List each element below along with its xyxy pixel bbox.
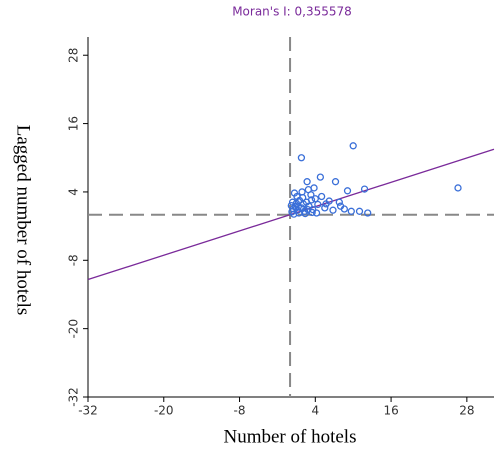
scatter-point bbox=[343, 187, 352, 195]
y-tick-label: -32 bbox=[67, 387, 81, 407]
x-tick-label: 16 bbox=[383, 404, 398, 418]
x-tick-label: -32 bbox=[78, 404, 98, 418]
scatter-point bbox=[349, 142, 357, 150]
scatter-point bbox=[336, 202, 345, 210]
scatter-point bbox=[288, 198, 297, 206]
scatter-point bbox=[311, 195, 319, 203]
x-tick-label: -20 bbox=[154, 404, 174, 418]
scatter-point bbox=[299, 200, 307, 208]
y-tick-label: 16 bbox=[67, 116, 81, 131]
scatter-point bbox=[454, 184, 462, 192]
scatter-point bbox=[316, 173, 325, 181]
chart-title: Moran's I: 0,355578 bbox=[232, 5, 352, 19]
scatter-point bbox=[347, 207, 355, 215]
scatter-point bbox=[304, 205, 312, 214]
y-tick-label: 28 bbox=[67, 48, 81, 63]
scatter-point bbox=[325, 197, 333, 205]
scatter-point bbox=[364, 209, 372, 217]
scatter-point bbox=[329, 206, 337, 214]
y-axis-title: Lagged number of hotels bbox=[13, 125, 34, 315]
scatter-point bbox=[314, 200, 322, 209]
x-axis-title: Number of hotels bbox=[224, 426, 357, 447]
scatter-point bbox=[355, 207, 364, 215]
y-tick-label: -20 bbox=[67, 319, 81, 339]
x-tick-label: 4 bbox=[311, 404, 319, 418]
scatter-point bbox=[360, 185, 369, 193]
y-tick-label: 4 bbox=[67, 188, 81, 196]
scatter-point bbox=[297, 154, 306, 162]
scatter-point bbox=[335, 198, 343, 206]
scatter-point bbox=[298, 188, 306, 196]
x-tick-label: -8 bbox=[234, 404, 246, 418]
scatter-point bbox=[331, 178, 340, 186]
x-tick-label: 28 bbox=[459, 404, 474, 418]
scatter-point bbox=[290, 210, 298, 218]
scatter-point bbox=[293, 192, 301, 201]
scatter-point bbox=[304, 186, 313, 194]
scatter-point bbox=[287, 201, 295, 210]
scatter-point bbox=[321, 204, 329, 212]
scatter-point bbox=[312, 209, 321, 217]
scatter-point bbox=[317, 192, 326, 201]
y-tick-label: -8 bbox=[67, 254, 81, 266]
scatter-point bbox=[303, 178, 311, 186]
scatter-point bbox=[307, 196, 316, 204]
